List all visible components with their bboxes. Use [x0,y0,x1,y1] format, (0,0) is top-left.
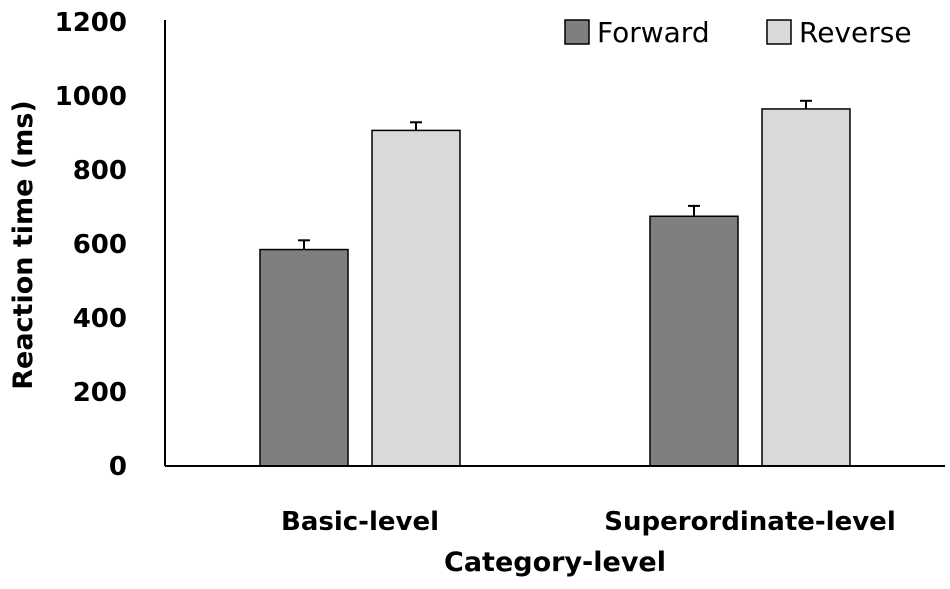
y-tick-label: 1200 [55,8,127,38]
bar-forward-2 [649,215,739,467]
y-tick-label: 600 [73,230,127,260]
y-axis-title: Reaction time (ms) [8,100,39,390]
legend-label-forward: Forward [597,16,710,49]
legend: Forward Reverse [564,16,912,49]
x-axis-title: Category-level [444,547,666,578]
y-tick-label: 400 [73,304,127,334]
y-tick-label: 800 [73,156,127,186]
y-axis-ticks: 0 200 400 600 800 1000 1200 [55,8,127,482]
bar-reverse-2 [761,108,851,467]
legend-swatch-reverse [766,19,792,45]
legend-label-reverse: Reverse [799,16,912,49]
x-tick-label: Basic-level [281,507,439,537]
y-tick-label: 0 [109,452,127,482]
bars [259,108,851,467]
y-tick-label: 1000 [55,82,127,112]
bar-forward-1 [259,248,349,467]
x-axis-tick-labels: Basic-level Superordinate-level [281,507,896,537]
error-bars [298,99,812,250]
bar-reverse-1 [371,129,461,467]
legend-swatch-forward [564,19,590,45]
y-tick-label: 200 [73,378,127,408]
x-tick-label: Superordinate-level [604,507,895,537]
